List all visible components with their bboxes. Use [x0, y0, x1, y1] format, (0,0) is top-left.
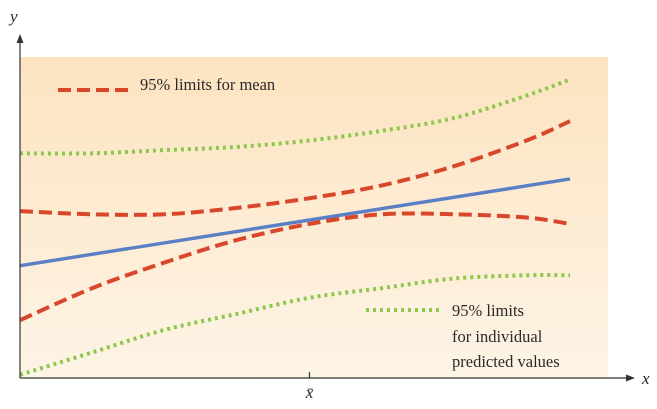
legend-label-mean: 95% limits for mean	[140, 75, 275, 94]
series-prediction-limit-upper	[19, 77, 571, 156]
legend-label-prediction-line-1: 95% limits	[452, 301, 524, 320]
legend-label-prediction-line-3: predicted values	[452, 352, 560, 371]
x-tick-label-xbar: x̄	[305, 383, 314, 402]
x-axis-arrow	[626, 374, 635, 382]
x-axis-label: x	[641, 369, 650, 388]
series-regression-line	[19, 177, 571, 268]
plot-panel	[20, 57, 608, 378]
y-axis-arrow	[16, 34, 24, 43]
series-mean-limit-upper	[19, 119, 571, 217]
series-prediction-limit-lower	[19, 273, 571, 377]
series-layer	[19, 77, 571, 377]
y-axis-label: y	[8, 7, 18, 26]
legend-label-prediction-line-2: for individual	[452, 327, 543, 346]
series-mean-limit-lower	[19, 211, 571, 323]
